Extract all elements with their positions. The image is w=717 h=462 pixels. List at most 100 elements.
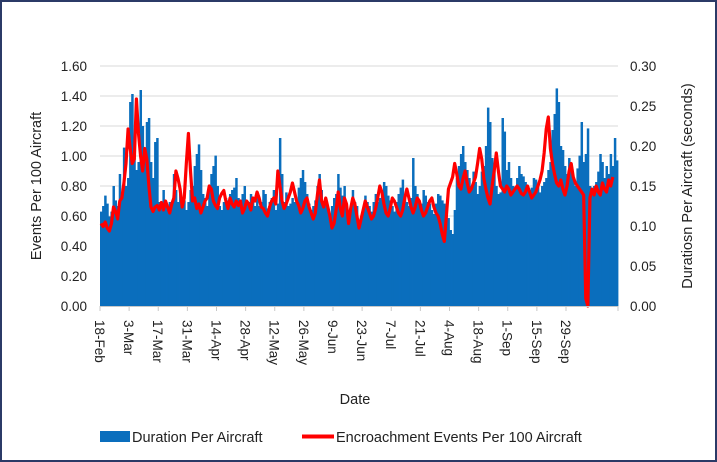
duration-bar <box>231 190 234 306</box>
duration-bar <box>160 206 163 306</box>
duration-bar <box>532 178 536 306</box>
left-y-ticks: 0.00 0.20 0.40 0.60 0.80 1.00 1.20 1.40 1.60 <box>61 59 87 314</box>
duration-bar <box>233 187 236 306</box>
duration-bar <box>541 186 544 306</box>
duration-bar <box>228 194 232 306</box>
duration-bar <box>154 142 157 306</box>
duration-bar <box>149 162 153 306</box>
duration-bar <box>156 138 159 306</box>
duration-bar <box>218 206 222 306</box>
duration-bar <box>559 146 563 306</box>
duration-bar <box>511 186 515 306</box>
duration-bar <box>226 200 230 306</box>
duration-bar <box>264 194 267 306</box>
duration-bar <box>599 154 602 306</box>
duration-bar <box>289 203 292 306</box>
left-y-tick-label: 1.40 <box>61 89 87 104</box>
duration-bar <box>235 178 238 306</box>
duration-bar <box>320 190 323 306</box>
duration-bar <box>112 186 115 306</box>
duration-bar <box>135 170 138 306</box>
duration-bar <box>335 194 338 306</box>
duration-bar <box>139 90 143 306</box>
duration-bar <box>351 190 355 306</box>
duration-bar <box>224 198 228 306</box>
x-tick-label: 9-Jun <box>325 320 340 354</box>
duration-bar <box>551 130 554 306</box>
duration-bar <box>280 174 284 306</box>
x-tick-label: 28-Apr <box>238 320 253 361</box>
duration-bar <box>609 154 613 306</box>
duration-bar <box>312 206 315 306</box>
duration-bar <box>362 210 365 306</box>
duration-bar <box>428 203 432 306</box>
left-y-tick-label: 1.60 <box>61 59 87 74</box>
duration-bar <box>210 174 213 306</box>
duration-bar <box>549 162 552 306</box>
x-tick-label: 18-Aug <box>471 320 486 364</box>
duration-bar <box>303 182 307 306</box>
duration-bar <box>414 186 417 306</box>
left-y-tick-label: 0.40 <box>61 239 87 254</box>
duration-bar <box>441 200 444 306</box>
duration-bar <box>509 178 513 306</box>
duration-bar <box>432 214 436 306</box>
duration-bar <box>524 182 527 306</box>
duration-bar <box>214 155 217 306</box>
x-tick-label: 3-Mar <box>121 320 136 356</box>
duration-bar <box>391 206 394 306</box>
duration-bar <box>387 195 390 306</box>
duration-bar <box>518 166 521 306</box>
duration-bar <box>455 178 459 306</box>
duration-bar <box>222 202 226 306</box>
duration-bar <box>385 186 388 306</box>
duration-bar <box>416 194 419 306</box>
duration-bar <box>399 187 403 306</box>
duration-bar <box>285 192 288 306</box>
duration-bar <box>543 182 546 306</box>
duration-bar <box>347 219 351 306</box>
duration-bar <box>561 150 565 306</box>
duration-bar <box>395 202 398 306</box>
duration-bar <box>278 138 282 306</box>
right-y-tick-label: 0.05 <box>630 259 656 274</box>
duration-bar <box>505 170 509 306</box>
duration-bar <box>299 178 303 306</box>
duration-bar <box>568 158 571 306</box>
duration-bar <box>366 202 369 306</box>
duration-bar <box>208 190 211 306</box>
duration-bar <box>378 198 382 306</box>
duration-bar <box>507 162 511 306</box>
duration-bar <box>434 203 438 306</box>
duration-bar <box>595 182 598 306</box>
duration-bar <box>426 202 430 306</box>
duration-bar <box>563 166 567 306</box>
duration-bar <box>341 195 344 306</box>
duration-bar <box>127 178 130 306</box>
duration-bar <box>528 190 532 306</box>
duration-bar <box>191 186 195 306</box>
duration-bar <box>449 230 452 306</box>
duration-bar <box>357 226 361 306</box>
duration-bar <box>108 216 111 306</box>
duration-bar <box>478 186 482 306</box>
x-tick-label: 12-May <box>267 320 282 365</box>
duration-bar <box>145 122 149 306</box>
legend-bar-label: Duration Per Aircraft <box>132 430 263 446</box>
duration-bar <box>189 190 192 306</box>
duration-bar <box>576 168 579 306</box>
duration-bar <box>491 158 494 306</box>
x-tick-label: 14-Apr <box>208 320 223 361</box>
duration-bar <box>545 178 548 306</box>
duration-bar <box>470 186 473 306</box>
duration-bar <box>484 146 488 306</box>
duration-bar <box>530 187 534 306</box>
duration-bar <box>380 190 384 306</box>
duration-bar <box>472 171 475 306</box>
duration-bar <box>353 202 357 306</box>
duration-bar <box>170 206 174 306</box>
duration-bar <box>565 174 569 306</box>
right-y-tick-label: 0.20 <box>630 139 656 154</box>
duration-bar <box>204 198 207 306</box>
duration-bar <box>216 186 219 306</box>
